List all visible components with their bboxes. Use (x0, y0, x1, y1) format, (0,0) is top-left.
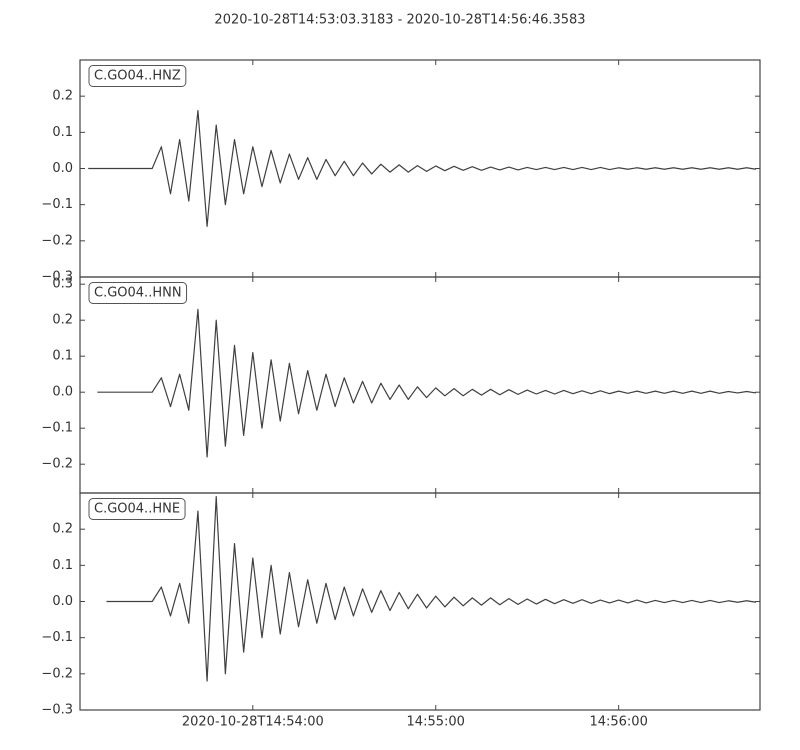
y-tick-label: 0.0 (52, 594, 73, 609)
panel: −0.3 −0.2 −0.1 0.0 0.1 0.2 2020-10-28T14:54:00… (41, 492, 761, 730)
panel: −0.2 −0.1 0.0 0.1 0.2 0.3 C.GO04..HNN (41, 276, 761, 494)
y-tick-label: 0.3 (52, 277, 73, 292)
trace-label: C.GO04..HNZ (94, 69, 181, 84)
y-tick-label: 0.1 (52, 349, 73, 364)
figure-title: 2020-10-28T14:53:03.3183 - 2020-10-28T14… (214, 13, 585, 28)
y-tick-label: −0.3 (41, 703, 73, 718)
waveform (106, 496, 756, 682)
trace-label: C.GO04..HNN (94, 286, 182, 301)
y-tick-label: 0.1 (52, 558, 73, 573)
trace-label-box (88, 65, 187, 87)
trace-label-box (88, 498, 186, 520)
x-tick-label: 14:56:00 (589, 715, 647, 730)
y-tick-label: −0.3 (41, 270, 73, 285)
trace-label: C.GO04..HNE (94, 502, 180, 517)
y-tick-label: −0.1 (41, 630, 73, 645)
y-tick-label: −0.1 (41, 197, 73, 212)
y-tick-label: 0.2 (52, 313, 73, 328)
y-tick-label: 0.0 (52, 385, 73, 400)
y-tick-label: −0.2 (41, 457, 73, 472)
trace-label-box (88, 282, 188, 304)
y-tick-label: −0.2 (41, 666, 73, 681)
waveform (97, 308, 756, 458)
y-tick-label: 0.2 (52, 522, 73, 537)
panel-frame (79, 492, 761, 711)
panel: −0.3 −0.2 −0.1 0.0 0.1 0.2 C.GO04..HNZ (41, 59, 761, 285)
y-tick-label: 0.1 (52, 125, 73, 140)
x-tick-label: 2020-10-28T14:54:00 (182, 715, 324, 730)
y-tick-label: −0.2 (41, 233, 73, 248)
waveform (88, 110, 756, 227)
x-tick-label: 14:55:00 (407, 715, 465, 730)
y-tick-label: 0.0 (52, 161, 73, 176)
y-tick-label: −0.1 (41, 421, 73, 436)
y-tick-label: 0.2 (52, 89, 73, 104)
